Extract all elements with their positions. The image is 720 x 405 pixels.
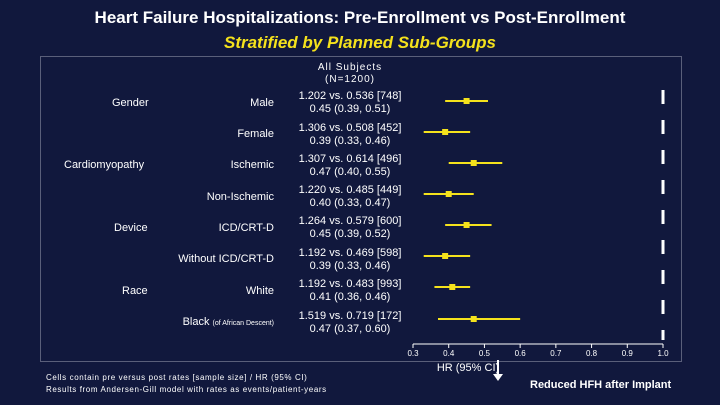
- row-label-icd-crt-d: ICD/CRT-D: [218, 222, 274, 234]
- row-label-white: White: [245, 285, 274, 297]
- stat-rates: 1.192 vs. 0.469 [598]: [298, 247, 402, 259]
- stat-rates: 1.220 vs. 0.485 [449]: [298, 184, 402, 196]
- direction-arrow: [497, 360, 499, 375]
- title-divider: [40, 56, 682, 57]
- stat-hr: 0.39 (0.33, 0.46): [309, 260, 391, 272]
- stat-hr: 0.39 (0.33, 0.46): [309, 135, 391, 147]
- stat-rates: 1.306 vs. 0.508 [452]: [298, 122, 402, 134]
- stat-cell-non-ischemic: 1.220 vs. 0.485 [449] 0.40 (0.33, 0.47): [296, 184, 404, 210]
- hr-point: [442, 129, 449, 135]
- forest-panel: [40, 57, 682, 362]
- x-tick-label: 0.7: [550, 349, 562, 358]
- stat-hr: 0.41 (0.36, 0.46): [309, 291, 391, 303]
- stat-cell-white: 1.192 vs. 0.483 [993] 0.41 (0.36, 0.46): [296, 278, 404, 304]
- hr-point: [470, 160, 477, 166]
- direction-arrow-head: [493, 374, 503, 381]
- row-label-without-icd-crt-d: Without ICD/CRT-D: [178, 253, 274, 265]
- hr-point: [442, 253, 449, 259]
- category-race: Race: [122, 285, 148, 297]
- row-label-black-note: (of African Descent): [212, 320, 274, 327]
- x-tick-label: 0.6: [515, 349, 527, 358]
- row-label-male: Male: [250, 97, 274, 109]
- hr-point: [445, 191, 452, 197]
- stat-hr: 0.45 (0.39, 0.51): [309, 103, 391, 115]
- category-cardiomyopathy: Cardiomyopathy: [64, 159, 145, 171]
- stat-cell-female: 1.306 vs. 0.508 [452] 0.39 (0.33, 0.46): [296, 122, 404, 148]
- chart-title: Heart Failure Hospitalizations: Pre-Enro…: [94, 8, 626, 27]
- hr-point: [470, 316, 477, 322]
- category-gender: Gender: [112, 97, 149, 109]
- stat-cell-without-icd-crt-d: 1.192 vs. 0.469 [598] 0.39 (0.33, 0.46): [296, 247, 404, 273]
- row-label-ischemic: Ischemic: [230, 159, 274, 171]
- footnote-line-2: Results from Andersen-Gill model with ra…: [46, 385, 327, 394]
- hr-point: [449, 284, 456, 290]
- stat-rates: 1.519 vs. 0.719 [172]: [298, 310, 402, 322]
- stat-rates: 1.192 vs. 0.483 [993]: [298, 278, 402, 290]
- column-header: All Subjects (N=1200): [290, 62, 410, 86]
- x-tick-label: 0.5: [479, 349, 491, 358]
- stat-cell-male: 1.202 vs. 0.536 [748] 0.45 (0.39, 0.51): [296, 90, 404, 116]
- row-label-non-ischemic: Non-Ischemic: [206, 191, 274, 203]
- x-axis-label: HR (95% CI): [436, 362, 500, 374]
- column-header-title: All Subjects: [317, 62, 383, 73]
- row-label-female: Female: [237, 128, 274, 140]
- chart-subtitle: Stratified by Planned Sub-Groups: [223, 33, 497, 52]
- category-device: Device: [114, 222, 148, 234]
- x-tick-label: 0.3: [407, 349, 419, 358]
- stat-rates: 1.264 vs. 0.579 [600]: [298, 215, 402, 227]
- stat-hr: 0.47 (0.40, 0.55): [309, 166, 391, 178]
- stat-cell-black: 1.519 vs. 0.719 [172] 0.47 (0.37, 0.60): [296, 310, 404, 336]
- x-tick-label: 1.0: [657, 349, 669, 358]
- stat-cell-ischemic: 1.307 vs. 0.614 [496] 0.47 (0.40, 0.55): [296, 153, 404, 179]
- stat-hr: 0.47 (0.37, 0.60): [309, 323, 391, 335]
- x-tick-label: 0.9: [622, 349, 634, 358]
- stat-hr: 0.45 (0.39, 0.52): [309, 228, 391, 240]
- row-label-black: Black (of African Descent): [183, 316, 274, 328]
- stat-rates: 1.202 vs. 0.536 [748]: [298, 90, 402, 102]
- stat-rates: 1.307 vs. 0.614 [496]: [298, 153, 402, 165]
- x-tick-label: 0.8: [586, 349, 598, 358]
- stat-hr: 0.40 (0.33, 0.47): [309, 197, 391, 209]
- column-header-n: (N=1200): [325, 74, 375, 85]
- x-tick-label: 0.4: [443, 349, 455, 358]
- hr-point: [463, 98, 470, 104]
- hr-point: [463, 222, 470, 228]
- stat-cell-icd-crt-d: 1.264 vs. 0.579 [600] 0.45 (0.39, 0.52): [296, 215, 404, 241]
- footnote-line-1: Cells contain pre versus post rates [sam…: [46, 373, 308, 382]
- row-label-black-text: Black: [182, 316, 210, 328]
- direction-label: Reduced HFH after Implant: [530, 379, 672, 391]
